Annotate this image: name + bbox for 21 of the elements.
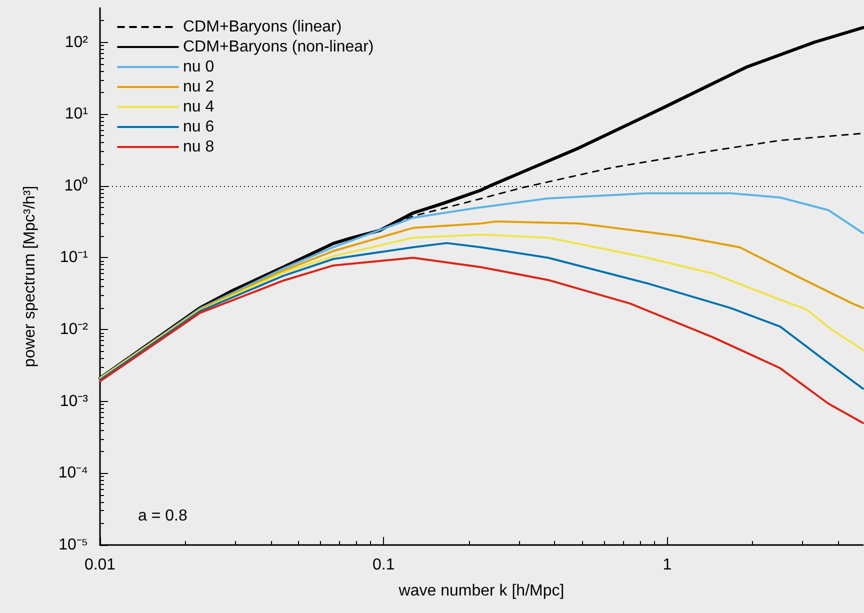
annotation: a = 0.8: [138, 508, 188, 524]
y-tick-label: 10²: [64, 34, 89, 51]
legend-label: nu 8: [183, 138, 214, 156]
x-tick-label: 1: [662, 556, 672, 574]
x-tick-label: 0.01: [84, 556, 116, 574]
y-tick-label: 10¹: [64, 106, 88, 123]
y-tick-label: 10⁻¹: [60, 249, 88, 266]
y-tick-label: 10⁻³: [60, 392, 89, 410]
y-tick-label: 10⁰: [64, 176, 88, 194]
legend-label: nu 0: [183, 58, 214, 76]
legend-label: nu 2: [183, 78, 214, 96]
legend-label: CDM+Baryons (non-linear): [183, 38, 374, 56]
y-tick-label: 10⁻⁵: [58, 536, 88, 554]
y-tick-label: 10⁻⁴: [58, 464, 88, 482]
legend-label: CDM+Baryons (linear): [183, 18, 342, 36]
y-tick-label: 10⁻²: [60, 321, 89, 338]
x-axis-title: wave number k [h/Mpc]: [398, 582, 564, 600]
x-tick-label: 0.1: [372, 556, 395, 574]
legend-label: nu 4: [183, 98, 214, 116]
legend-label: nu 6: [183, 118, 214, 136]
y-axis-title: power spectrum [Mpc³/h³]: [22, 186, 38, 368]
